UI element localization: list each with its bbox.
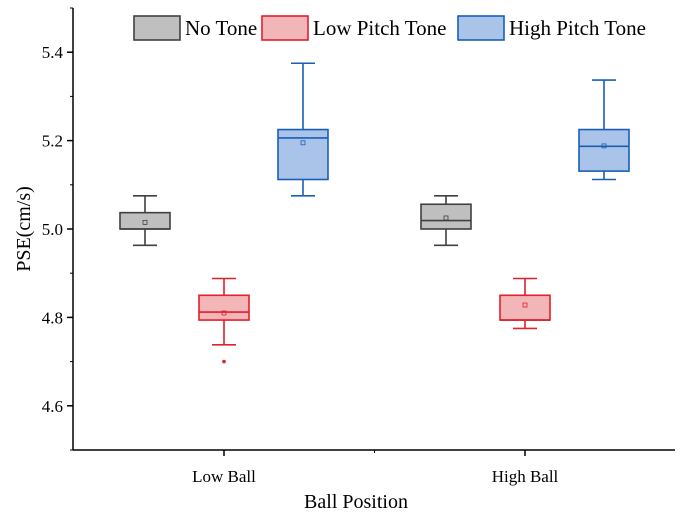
legend-label: High Pitch Tone xyxy=(509,16,646,40)
x-tick-label: High Ball xyxy=(492,467,559,486)
mean-marker xyxy=(443,215,449,221)
boxes-layer xyxy=(119,62,630,364)
box-low-pitch-tone xyxy=(499,277,551,330)
iqr-box xyxy=(277,128,329,181)
mean-marker xyxy=(142,219,148,225)
box-high-pitch-tone xyxy=(277,62,329,197)
y-tick-label: 4.8 xyxy=(42,308,63,327)
iqr-box xyxy=(119,211,171,230)
iqr-box xyxy=(499,294,551,321)
mean-marker xyxy=(300,140,306,146)
y-tick-label: 4.6 xyxy=(42,397,63,416)
iqr-box xyxy=(198,294,250,321)
box-low-pitch-tone xyxy=(198,277,250,364)
x-axis-title: Ball Position xyxy=(304,491,408,513)
iqr-box xyxy=(578,128,630,172)
y-tick-label: 5.0 xyxy=(42,220,63,239)
iqr-box xyxy=(420,203,472,230)
box-no-tone xyxy=(119,195,171,247)
y-ticks-layer: 4.6 4.8 5.0 5.2 5.4 xyxy=(42,7,73,451)
x-ticks-layer: Low Ball High Ball xyxy=(192,450,559,486)
legend-label: Low Pitch Tone xyxy=(313,16,446,40)
box-no-tone xyxy=(420,195,472,247)
legend-swatch xyxy=(133,15,181,41)
x-tick-label: Low Ball xyxy=(192,467,256,486)
y-tick-label: 5.2 xyxy=(42,132,63,151)
mean-marker xyxy=(221,310,227,316)
mean-marker xyxy=(601,143,607,149)
legend-label: No Tone xyxy=(185,16,257,40)
legend-swatch xyxy=(261,15,309,41)
legend-swatch xyxy=(457,15,505,41)
mean-marker xyxy=(522,302,528,308)
outlier-point xyxy=(222,359,226,364)
y-axis-title: PSE(cm/s) xyxy=(13,186,35,272)
y-tick-label: 5.4 xyxy=(42,43,64,62)
legend: No Tone Low Pitch Tone High Pitch Tone xyxy=(133,15,646,41)
box-high-pitch-tone xyxy=(578,79,630,181)
